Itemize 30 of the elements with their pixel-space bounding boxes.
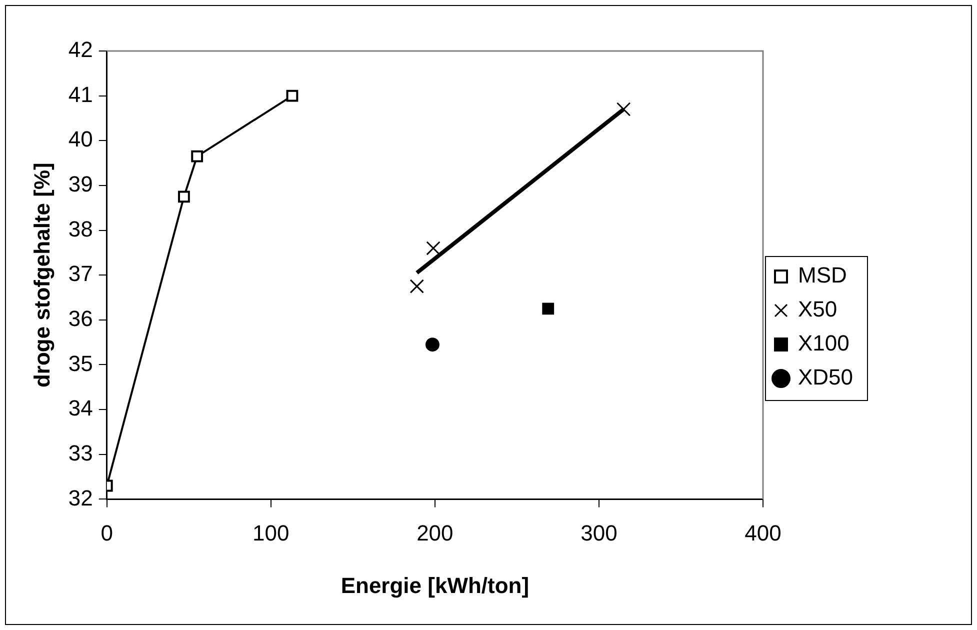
y-tick-label: 37 xyxy=(68,261,93,286)
y-tick-label: 34 xyxy=(68,396,93,421)
point xyxy=(410,279,424,294)
y-tick-label: 32 xyxy=(68,485,93,510)
point xyxy=(178,190,190,203)
point xyxy=(616,102,631,116)
y-tick-label: 36 xyxy=(68,306,93,331)
y-tick-label: 35 xyxy=(68,350,93,376)
y-tick-label: 40 xyxy=(68,126,93,152)
x-tick-label: 400 xyxy=(744,520,782,546)
y-axis-title: droge stofgehalte [%] xyxy=(29,162,54,388)
legend-label: MSD xyxy=(798,262,847,288)
x-axis-title: Energie [kWh/ton] xyxy=(340,572,530,598)
legend-label: X50 xyxy=(798,296,838,322)
y-tick-label: 41 xyxy=(68,82,93,107)
point xyxy=(191,150,204,162)
y-tick-label: 42 xyxy=(68,37,93,62)
legend-label: XD50 xyxy=(798,364,854,390)
y-tick-label: 39 xyxy=(68,172,93,197)
x-tick-label: 200 xyxy=(416,520,454,546)
y-tick-label: 33 xyxy=(68,440,93,466)
legend-label: X100 xyxy=(798,330,850,356)
point xyxy=(426,241,440,256)
point xyxy=(286,90,298,102)
point xyxy=(542,302,554,315)
x-tick-label: 100 xyxy=(252,520,290,546)
point xyxy=(425,338,440,352)
y-tick-label: 38 xyxy=(68,216,93,242)
x-tick-label: 300 xyxy=(580,520,618,546)
x-tick-label: 0 xyxy=(100,520,113,546)
